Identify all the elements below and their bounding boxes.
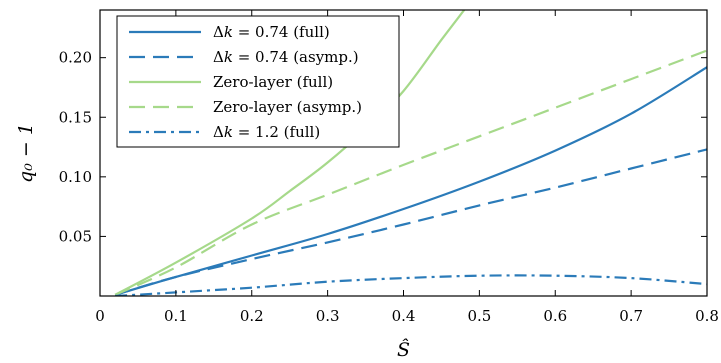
legend: Δk = 0.74 (full) Δk = 0.74 (asymp.) Zero-l… bbox=[116, 15, 400, 148]
x-tick-label: 0.7 bbox=[619, 307, 643, 325]
y-tick-label: 0.20 bbox=[59, 49, 92, 67]
y-tick-label: 0.15 bbox=[59, 108, 92, 126]
y-axis-title: q₀ − 1 bbox=[15, 123, 37, 183]
legend-label: Δk = 0.74 (full) bbox=[213, 23, 330, 41]
y-tick-labels: 0.05 0.10 0.15 0.20 bbox=[59, 49, 92, 246]
y-tick-label: 0.05 bbox=[59, 227, 92, 245]
y-tick-label: 0.10 bbox=[59, 168, 92, 186]
x-tick-label: 0.8 bbox=[695, 307, 719, 325]
series-line-1 bbox=[114, 66, 707, 296]
x-tick-label: 0.4 bbox=[392, 307, 416, 325]
series-line-2 bbox=[114, 148, 707, 296]
x-axis-title: Ŝ bbox=[397, 338, 410, 361]
series-line-3 bbox=[114, 10, 466, 296]
x-tick-label: 0.5 bbox=[467, 307, 491, 325]
x-tick-labels: 0 0.1 0.2 0.3 0.4 0.5 0.6 0.7 0.8 bbox=[95, 307, 719, 325]
legend-label: Zero-layer (asymp.) bbox=[213, 98, 362, 116]
series-lines bbox=[114, 10, 707, 296]
legend-label: Δk = 1.2 (full) bbox=[213, 123, 320, 141]
x-tick-label: 0.1 bbox=[164, 307, 188, 325]
x-tick-label: 0.3 bbox=[316, 307, 340, 325]
x-tick-label: 0.2 bbox=[240, 307, 264, 325]
x-tick-label: 0 bbox=[95, 307, 105, 325]
series-line-5 bbox=[115, 274, 707, 296]
x-tick-label: 0.6 bbox=[543, 307, 567, 325]
series-line-4 bbox=[114, 49, 707, 296]
legend-label: Zero-layer (full) bbox=[213, 73, 333, 91]
axis-ticks bbox=[99, 10, 708, 296]
legend-label: Δk = 0.74 (asymp.) bbox=[213, 48, 359, 66]
